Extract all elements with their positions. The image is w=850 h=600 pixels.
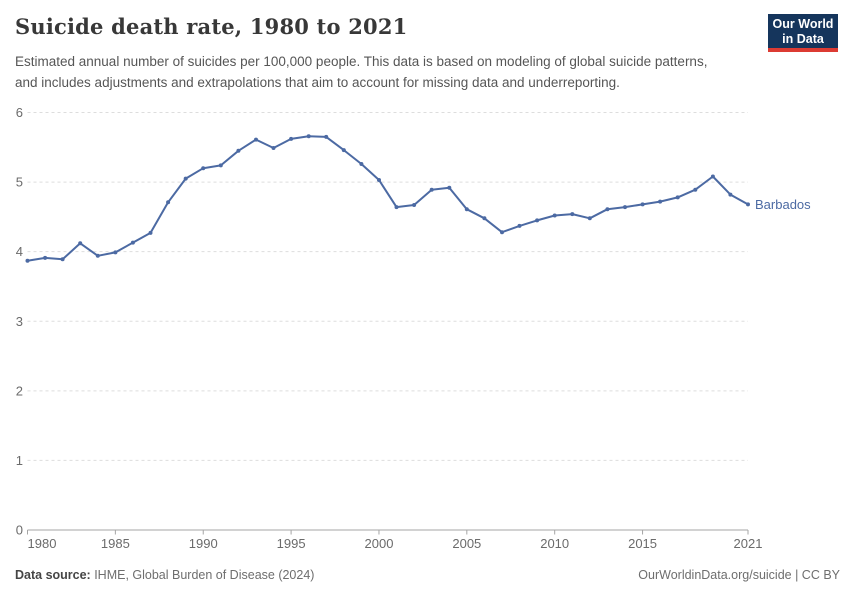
y-tick-label: 5 bbox=[16, 175, 23, 190]
line-chart[interactable]: 0 1 2 3 4 5 6 1980 1985 1990 1995 2000 2005 2010 2015 2… bbox=[0, 96, 850, 570]
data-point[interactable] bbox=[675, 195, 680, 200]
owid-logo[interactable]: Our World in Data bbox=[768, 14, 838, 53]
data-point[interactable] bbox=[535, 218, 540, 223]
y-tick-label: 0 bbox=[16, 523, 23, 538]
data-point[interactable] bbox=[605, 207, 610, 212]
y-tick-label: 2 bbox=[16, 383, 23, 398]
data-point[interactable] bbox=[148, 230, 153, 235]
data-point[interactable] bbox=[710, 174, 715, 179]
data-point[interactable] bbox=[587, 216, 592, 221]
data-point[interactable] bbox=[25, 258, 30, 263]
data-point[interactable] bbox=[570, 212, 575, 217]
data-point[interactable] bbox=[447, 185, 452, 190]
x-tick-label: 1980 bbox=[28, 536, 57, 551]
page-title: Suicide death rate, 1980 to 2021 bbox=[15, 14, 408, 39]
y-tick-label: 3 bbox=[16, 314, 23, 329]
chart-svg: 0 1 2 3 4 5 6 1980 1985 1990 1995 2000 2005 2010 2015 2… bbox=[16, 105, 811, 551]
x-tick-label: 2021 bbox=[734, 536, 763, 551]
data-point[interactable] bbox=[306, 134, 311, 139]
data-point[interactable] bbox=[254, 137, 258, 142]
x-tick-label: 2010 bbox=[540, 536, 569, 551]
data-point[interactable] bbox=[658, 199, 663, 204]
series-line[interactable] bbox=[26, 135, 749, 262]
data-point[interactable] bbox=[552, 213, 557, 218]
series-label[interactable]: Barbados bbox=[755, 197, 811, 212]
data-point[interactable] bbox=[359, 162, 364, 166]
y-tick-label: 4 bbox=[16, 244, 23, 259]
data-point[interactable] bbox=[60, 257, 65, 262]
owid-logo-line2: in Data bbox=[782, 31, 824, 46]
y-tick-label: 6 bbox=[16, 105, 23, 120]
data-point[interactable] bbox=[746, 202, 750, 207]
data-point[interactable] bbox=[130, 240, 135, 245]
data-point[interactable] bbox=[377, 178, 381, 182]
data-point[interactable] bbox=[341, 148, 346, 153]
data-source-label: Data source: bbox=[15, 568, 91, 582]
data-source: Data source: IHME, Global Burden of Dise… bbox=[15, 568, 314, 582]
credit-link[interactable]: OurWorldinData.org/suicide | CC BY bbox=[638, 568, 840, 582]
data-point[interactable] bbox=[482, 216, 487, 221]
x-tick-label: 1995 bbox=[277, 536, 306, 551]
data-point[interactable] bbox=[429, 187, 434, 192]
x-tick-label: 1985 bbox=[101, 536, 130, 551]
data-point[interactable] bbox=[183, 176, 188, 181]
x-tick-label: 2015 bbox=[628, 536, 657, 551]
data-point[interactable] bbox=[728, 192, 733, 197]
data-point[interactable] bbox=[412, 203, 417, 207]
data-point[interactable] bbox=[640, 202, 645, 207]
data-point[interactable] bbox=[78, 241, 83, 246]
data-point[interactable] bbox=[464, 207, 469, 212]
chart-footer: Data source: IHME, Global Burden of Dise… bbox=[15, 568, 840, 582]
data-point[interactable] bbox=[95, 253, 100, 258]
data-point[interactable] bbox=[43, 255, 48, 260]
x-tick-label: 2005 bbox=[452, 536, 481, 551]
data-point[interactable] bbox=[623, 205, 627, 210]
data-point[interactable] bbox=[218, 163, 223, 168]
y-tick-label: 1 bbox=[16, 453, 23, 468]
data-source-text: IHME, Global Burden of Disease (2024) bbox=[90, 568, 315, 582]
data-point[interactable] bbox=[693, 187, 698, 192]
data-point[interactable] bbox=[271, 146, 276, 150]
owid-logo-line1: Our World bbox=[772, 17, 834, 31]
data-point[interactable] bbox=[166, 200, 171, 205]
data-point[interactable] bbox=[236, 148, 241, 153]
x-tick-label: 1990 bbox=[189, 536, 218, 551]
chart-subtitle: Estimated annual number of suicides per … bbox=[15, 54, 708, 90]
data-point[interactable] bbox=[500, 230, 504, 235]
x-tick-label: 2000 bbox=[365, 536, 394, 551]
data-point[interactable] bbox=[517, 223, 522, 228]
data-point[interactable] bbox=[394, 205, 399, 210]
data-point[interactable] bbox=[113, 250, 118, 255]
data-point[interactable] bbox=[201, 166, 206, 171]
data-point[interactable] bbox=[289, 136, 294, 141]
data-point[interactable] bbox=[324, 134, 329, 139]
